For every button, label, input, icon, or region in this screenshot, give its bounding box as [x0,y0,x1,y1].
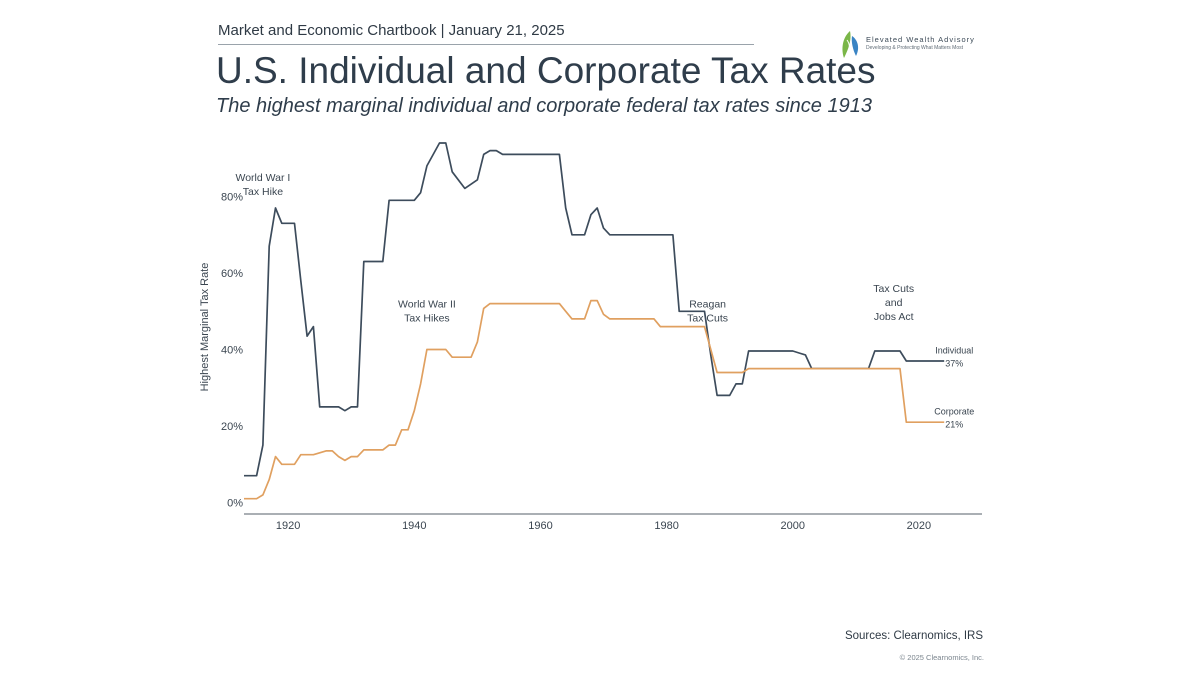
sources-note: Sources: Clearnomics, IRS [844,630,983,642]
x-axis: 1920 1940 1960 1980 2000 2020 [276,520,931,532]
series-end-labels: Individual 37% Corporate 21% [934,345,974,429]
chart-annotation: World War II Tax Hikes [398,298,456,324]
copyright-note: © 2025 Clearnomics, Inc. [899,653,984,662]
annotation-line: Tax Cuts [687,312,728,324]
end-label-line: 37% [945,358,963,368]
series-line-individual [244,142,945,477]
y-axis: 0% 20% 40% 60% 80% [221,192,243,510]
series-line-corporate [244,299,945,500]
y-tick-label: 80% [221,192,243,204]
x-tick-label: 1940 [402,520,426,532]
logo-tagline: Developing & Protecting What Matters Mos… [866,45,963,51]
leaf-logo-icon [842,31,859,58]
chart-annotation: Reagan Tax Cuts [687,298,728,324]
chart-annotation: Tax Cuts and Jobs Act [873,283,914,323]
x-tick-label: 1980 [654,520,678,532]
end-label-line: Individual [935,345,973,355]
chart-annotation: World War I Tax Hike [236,172,291,198]
end-label-line: 21% [945,420,963,430]
y-tick-label: 20% [221,421,243,433]
y-tick-label: 60% [221,268,243,280]
x-tick-label: 1920 [276,520,300,532]
chart-subtitle: The highest marginal individual and corp… [216,95,872,117]
x-tick-label: 2000 [781,520,805,532]
x-tick-label: 2020 [907,520,931,532]
series-end-label: Corporate 21% [934,407,974,430]
y-tick-label: 0% [227,498,243,510]
chartbook-header: Market and Economic Chartbook | January … [218,22,754,45]
logo-name: Elevated Wealth Advisory [866,35,975,44]
series-lines [244,142,945,500]
y-axis-label: Highest Marginal Tax Rate [199,263,211,392]
series-end-label: Individual 37% [935,345,973,368]
company-logo: Elevated Wealth Advisory Developing & Pr… [838,30,988,62]
annotation-line: World War I [236,172,291,184]
annotation-line: Reagan [689,298,726,310]
end-label-line: Corporate [934,407,974,417]
annotations: World War I Tax Hike World War II Tax Hikes… [236,172,915,324]
x-tick-label: 1960 [528,520,552,532]
chart-title: U.S. Individual and Corporate Tax Rates [216,50,876,91]
annotation-line: Jobs Act [874,311,914,323]
annotation-line: World War II [398,298,456,310]
annotation-line: Tax Hike [243,186,283,198]
y-tick-label: 40% [221,345,243,357]
annotation-line: Tax Hikes [404,312,450,324]
annotation-line: and [885,297,903,309]
annotation-line: Tax Cuts [873,283,914,295]
